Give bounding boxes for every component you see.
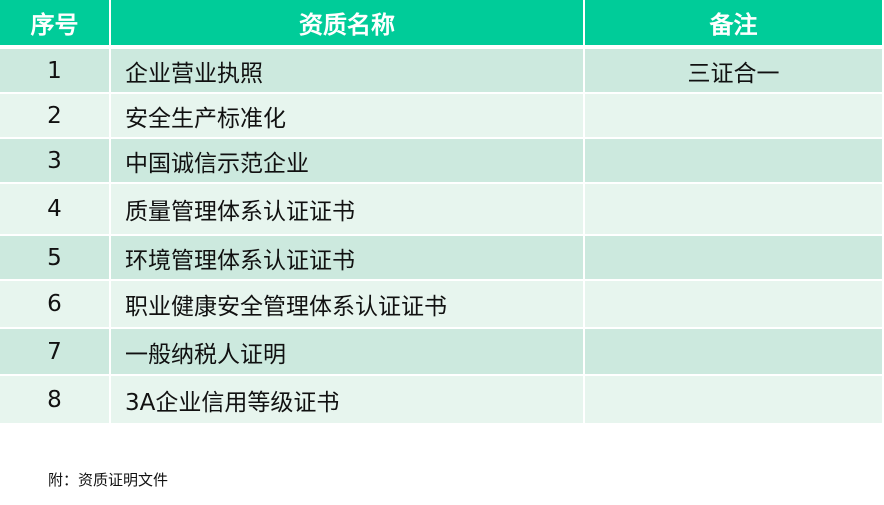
qualification-name: 安全生产标准化 — [111, 94, 585, 139]
qualification-table: 序号 资质名称 备注 1 企业营业执照 三证合一 2 安全生产标准化 3 中国诚信示范企业 4… — [0, 0, 884, 425]
qualification-name: 一般纳税人证明 — [111, 329, 585, 376]
row-number: 2 — [0, 94, 111, 139]
remark — [585, 139, 884, 184]
table-row: 7 一般纳税人证明 — [0, 329, 884, 376]
table-row: 6 职业健康安全管理体系认证证书 — [0, 281, 884, 329]
qualification-name: 环境管理体系认证证书 — [111, 236, 585, 281]
row-number: 7 — [0, 329, 111, 376]
table-row: 1 企业营业执照 三证合一 — [0, 49, 884, 94]
remark: 三证合一 — [585, 49, 884, 94]
table-row: 4 质量管理体系认证证书 — [0, 184, 884, 236]
header-remark: 备注 — [585, 0, 884, 49]
row-number: 1 — [0, 49, 111, 94]
row-number: 6 — [0, 281, 111, 329]
row-number: 5 — [0, 236, 111, 281]
table-row: 2 安全生产标准化 — [0, 94, 884, 139]
qualification-name: 质量管理体系认证证书 — [111, 184, 585, 236]
qualification-name: 中国诚信示范企业 — [111, 139, 585, 184]
remark — [585, 376, 884, 425]
table-row: 8 3A企业信用等级证书 — [0, 376, 884, 425]
qualification-name: 职业健康安全管理体系认证证书 — [111, 281, 585, 329]
header-row: 序号 资质名称 备注 — [0, 0, 884, 49]
remark — [585, 184, 884, 236]
row-number: 8 — [0, 376, 111, 425]
row-number: 3 — [0, 139, 111, 184]
table-row: 3 中国诚信示范企业 — [0, 139, 884, 184]
header-no: 序号 — [0, 0, 111, 49]
header-name: 资质名称 — [111, 0, 585, 49]
qualification-name: 企业营业执照 — [111, 49, 585, 94]
footnote: 附：资质证明文件 — [48, 471, 169, 489]
remark — [585, 329, 884, 376]
row-number: 4 — [0, 184, 111, 236]
remark — [585, 281, 884, 329]
remark — [585, 94, 884, 139]
remark — [585, 236, 884, 281]
qualification-name: 3A企业信用等级证书 — [111, 376, 585, 425]
table-row: 5 环境管理体系认证证书 — [0, 236, 884, 281]
